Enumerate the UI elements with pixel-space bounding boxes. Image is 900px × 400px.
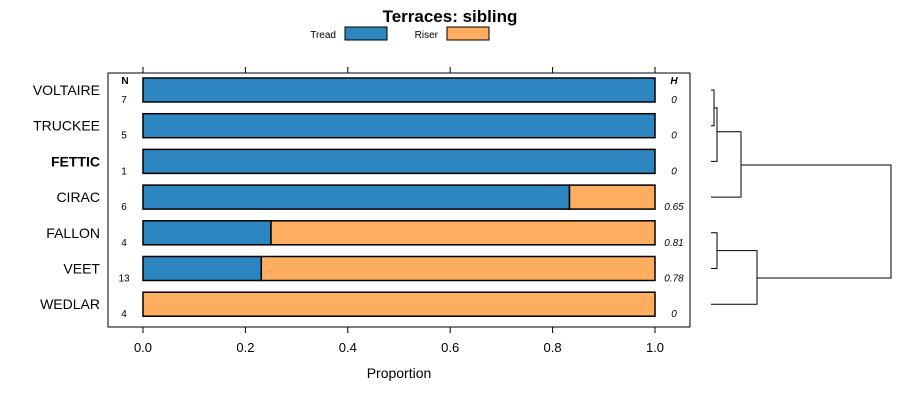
legend-swatch-tread <box>344 26 388 41</box>
category-label-fallon: FALLON <box>46 225 100 241</box>
h-column-header: H <box>670 76 678 87</box>
dendrogram-branch <box>711 131 742 198</box>
x-axis-label: Proportion <box>367 365 432 381</box>
bar-riser-veet <box>260 255 656 282</box>
h-value-truckee: 0 <box>671 131 677 142</box>
category-label-wedlar: WEDLAR <box>40 296 100 312</box>
bar-tread-fallon <box>142 220 272 246</box>
chart-title: Terraces: sibling <box>383 7 518 26</box>
n-value-voltaire: 7 <box>121 95 127 106</box>
h-value-veet: 0.78 <box>664 274 684 285</box>
bar-rows: VOLTAIRE 7 0 TRUCKEE 5 0 FETTIC 1 0 CIRAC 6 0.65 FAL… <box>33 77 684 320</box>
legend-label-tread: Tread <box>310 30 336 41</box>
bar-riser-wedlar <box>142 291 656 317</box>
dendrogram-branch <box>711 250 758 305</box>
bar-tread-voltaire <box>142 77 656 103</box>
x-tick-label: 0.8 <box>544 340 562 355</box>
dendrogram <box>711 89 892 305</box>
dendrogram-branch <box>741 164 892 279</box>
h-value-fallon: 0.81 <box>664 238 683 249</box>
dendrogram-branch <box>711 232 718 269</box>
n-value-truckee: 5 <box>121 131 127 142</box>
category-label-truckee: TRUCKEE <box>33 118 100 134</box>
h-value-wedlar: 0 <box>671 309 677 320</box>
x-tick-label: 0.2 <box>236 340 254 355</box>
x-tick-label: 1.0 <box>646 340 664 355</box>
h-value-voltaire: 0 <box>671 95 677 106</box>
n-column-header: N <box>121 76 128 87</box>
n-value-veet: 13 <box>118 274 130 285</box>
legend-swatch-riser <box>446 26 490 41</box>
category-label-fettic: FETTIC <box>51 153 100 169</box>
h-value-fettic: 0 <box>671 166 677 177</box>
x-tick-label: 0.0 <box>134 340 152 355</box>
n-value-fettic: 1 <box>121 166 127 177</box>
bar-tread-veet <box>142 255 263 282</box>
bar-riser-cirac <box>568 184 656 210</box>
bar-tread-cirac <box>142 184 571 210</box>
h-value-cirac: 0.65 <box>664 202 684 213</box>
dendrogram-branch <box>711 89 715 127</box>
n-value-cirac: 6 <box>121 202 127 213</box>
category-label-voltaire: VOLTAIRE <box>33 82 100 98</box>
category-label-cirac: CIRAC <box>56 189 100 205</box>
legend-label-riser: Riser <box>415 30 439 41</box>
bar-tread-fettic <box>142 148 656 175</box>
bar-tread-truckee <box>142 112 656 139</box>
bar-riser-fallon <box>270 220 656 246</box>
x-tick-label: 0.4 <box>339 340 357 355</box>
x-axis: 0.0 0.2 0.4 0.6 0.8 1.0 <box>134 67 664 355</box>
x-tick-label: 0.6 <box>441 340 459 355</box>
n-value-wedlar: 4 <box>121 309 127 320</box>
legend: Tread Riser <box>310 26 490 41</box>
n-value-fallon: 4 <box>121 238 127 249</box>
plot-panel <box>107 72 691 328</box>
dendrogram-branch <box>711 107 718 162</box>
category-label-veet: VEET <box>63 261 100 277</box>
